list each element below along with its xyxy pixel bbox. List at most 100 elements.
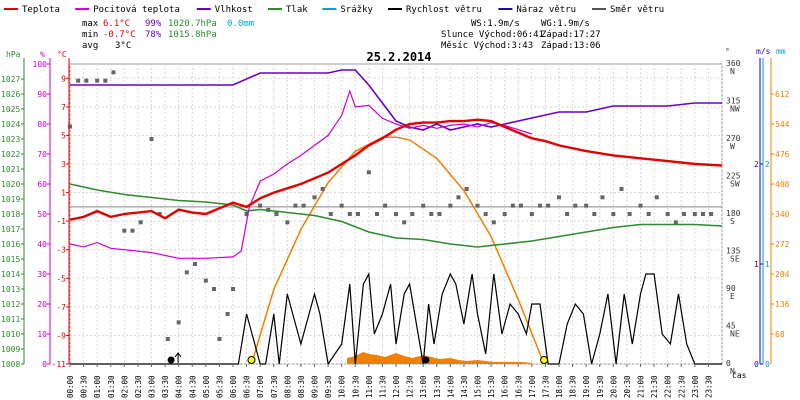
- compass-label: E: [730, 292, 735, 301]
- wind-direction-point: [130, 228, 135, 233]
- wind-direction-point: [312, 195, 317, 200]
- temperature-tick-label: -9: [56, 331, 66, 340]
- time-tick-label: 05:30: [215, 375, 224, 398]
- wind-direction-point: [646, 212, 651, 216]
- wind-direction-point: [600, 195, 605, 200]
- temperature-line: [69, 118, 723, 221]
- wind-direction-point: [217, 337, 222, 341]
- pressure-tick-label: 1018: [1, 210, 20, 219]
- wind-direction-point: [700, 212, 705, 216]
- moonrise-marker: [167, 356, 175, 364]
- wind-direction-point: [502, 212, 507, 216]
- time-tick-label: 20:30: [623, 375, 632, 398]
- time-tick-label: 12:00: [392, 375, 401, 398]
- humidity-tick-label: 50: [37, 210, 47, 219]
- solar-tick-label: 136: [775, 300, 790, 309]
- wind-gust-stat: WG:1.9m/s: [541, 19, 590, 29]
- solar-tick-label: 544: [775, 120, 790, 129]
- wind-direction-point: [258, 203, 263, 208]
- temperature-tick-label: 7: [61, 103, 66, 112]
- legend-label: Teplota: [22, 5, 60, 15]
- wind-direction-point: [244, 212, 249, 216]
- compass-label: NE: [730, 330, 740, 339]
- wind-direction-point: [456, 195, 461, 200]
- solar-tick-label: 476: [775, 150, 790, 159]
- time-tick-label: 02:30: [134, 375, 143, 398]
- time-tick-label: 01:00: [93, 375, 102, 398]
- stats-max-humidity: 99%: [145, 19, 162, 29]
- wind-direction-point: [421, 203, 426, 208]
- wind-direction-point: [437, 212, 442, 216]
- wind-direction-point: [464, 187, 469, 191]
- legend-label: Srážky: [340, 5, 373, 15]
- wind-direction-point: [394, 212, 398, 216]
- wind-direction-point: [149, 137, 154, 141]
- wind-direction-point: [285, 220, 290, 225]
- wind-direction-point: [103, 78, 108, 83]
- wind-speed-tick-label: 0: [754, 360, 759, 369]
- temperature-tick-label: 3: [61, 160, 66, 169]
- wind-direction-point: [301, 203, 306, 208]
- legend-label: Náraz větru: [516, 5, 576, 15]
- time-tick-label: 10:00: [338, 375, 347, 398]
- humidity-tick-label: 70: [37, 150, 47, 159]
- humidity-tick-label: 80: [37, 120, 47, 129]
- wind-direction-point: [192, 262, 197, 266]
- time-tick-label: 15:30: [487, 375, 496, 398]
- wind-direction-tick-label: 0: [726, 359, 731, 368]
- wind-direction-point: [573, 203, 578, 208]
- humidity-tick-label: 20: [37, 300, 47, 309]
- pressure-tick-label: 1027: [1, 75, 20, 84]
- humidity-tick-label: 60: [37, 180, 47, 189]
- stats-max-temp: 6.1°C: [103, 19, 130, 29]
- chart-date-title: 25.2.2014: [366, 50, 431, 64]
- humidity-tick-label: 40: [37, 240, 47, 249]
- wind-direction-point: [546, 203, 551, 208]
- wind-direction-point: [681, 212, 686, 216]
- rain-tick-label: 2: [765, 160, 770, 169]
- humidity-tick-label: 90: [37, 90, 47, 99]
- humidity-tick-label: 30: [37, 270, 47, 279]
- pressure-tick-label: 1025: [1, 105, 20, 114]
- pressure-tick-label: 1023: [1, 135, 20, 144]
- time-tick-label: 00:00: [66, 375, 75, 398]
- time-tick-label: 15:00: [474, 375, 483, 398]
- wind-direction-point: [165, 337, 170, 341]
- compass-label: NW: [730, 105, 740, 114]
- compass-label: SW: [730, 180, 740, 189]
- wind-direction-point: [274, 212, 279, 216]
- wind-direction-point: [203, 278, 208, 283]
- temperature-unit: °C: [57, 50, 67, 59]
- solar-tick-label: 340: [775, 210, 790, 219]
- time-tick-label: 13:30: [433, 375, 442, 398]
- wind-direction-point: [293, 203, 298, 208]
- pressure-tick-label: 1011: [1, 315, 20, 324]
- wind-direction-point: [176, 320, 181, 325]
- wind-direction-point: [225, 312, 230, 316]
- wind-direction-point: [320, 187, 325, 191]
- compass-label: N: [730, 367, 735, 376]
- wind-direction-point: [374, 212, 379, 216]
- feels-like-line: [69, 89, 532, 259]
- pressure-tick-label: 1017: [1, 225, 20, 234]
- legend-label: Tlak: [286, 5, 308, 15]
- sunset-marker: [540, 356, 549, 364]
- pressure-tick-label: 1019: [1, 195, 20, 204]
- wind-direction-point: [410, 212, 415, 216]
- legend-label: Pocitová teplota: [93, 5, 180, 15]
- compass-label: SE: [730, 255, 740, 264]
- wind-direction-tick-label: 180: [726, 209, 741, 218]
- wind-direction-point: [347, 212, 352, 216]
- wind-direction-point: [355, 212, 360, 216]
- wind-direction-point: [483, 212, 488, 216]
- time-tick-label: 06:00: [229, 375, 238, 398]
- wind-direction-point: [122, 228, 127, 233]
- stats-max-pressure: 1020.7hPa: [168, 19, 217, 29]
- wind-direction-tick-label: 315: [726, 97, 741, 106]
- wind-direction-tick-label: 135: [726, 247, 741, 256]
- stats-min-temp: -0.7°C: [103, 30, 136, 40]
- wind-direction-point: [184, 270, 189, 275]
- time-tick-label: 16:30: [514, 375, 523, 398]
